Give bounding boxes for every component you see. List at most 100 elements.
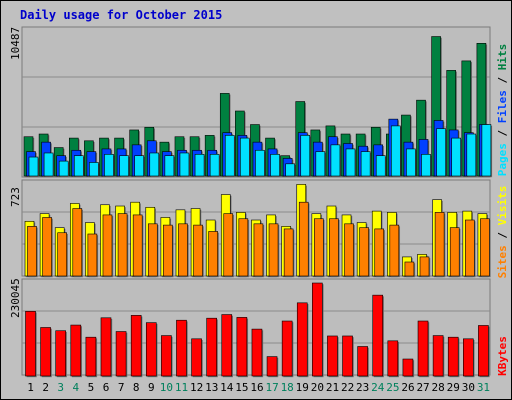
sites-bar	[419, 256, 430, 277]
chart-title: Daily usage for October 2015	[20, 8, 222, 22]
sites-visits-right-labels: Sites / Visits	[496, 186, 509, 279]
sites-bar	[374, 228, 385, 277]
sites-bar	[344, 223, 354, 277]
day-tick-label: 21	[326, 381, 339, 394]
sites-bar	[465, 219, 475, 277]
pages-bar	[240, 137, 250, 177]
pages-bar	[466, 133, 477, 177]
kbytes-bar	[206, 317, 217, 377]
kbytes-bar	[40, 327, 51, 377]
pages-bar	[375, 155, 386, 177]
sites-bar	[329, 218, 339, 277]
day-tick-label: 3	[57, 381, 64, 394]
pages-bar	[330, 144, 341, 177]
day-tick-label: 30	[462, 381, 475, 394]
pages-bar	[104, 154, 114, 177]
day-tick-label: 4	[73, 381, 80, 394]
kbytes-bar	[85, 336, 97, 377]
sites-bar	[102, 214, 113, 277]
sites-bar	[163, 224, 173, 277]
day-tick-label: 2	[42, 381, 49, 394]
pages-bar	[149, 152, 160, 177]
files-label: Files	[496, 90, 509, 123]
pages-bar	[164, 155, 175, 177]
hits-label: Hits	[496, 44, 509, 71]
day-labels: 1 2 3 4 5 6 7 8 9 10 11 12 13 14 15 16 17 18 19 20 21 22 23 24 2…	[27, 381, 490, 394]
day-tick-label: 20	[311, 381, 324, 394]
sites-bar	[42, 217, 52, 277]
kbytes-bar	[281, 320, 293, 377]
kbytes-bar	[447, 336, 459, 377]
pages-bar	[270, 154, 280, 177]
kbytes-bar	[296, 302, 308, 377]
pages-bar	[224, 135, 235, 177]
kbytes-bar	[463, 338, 474, 377]
sites-bar	[449, 227, 460, 277]
pages-bar	[315, 151, 326, 177]
day-tick-label: 12	[190, 381, 203, 394]
svg-text:Pages / Files / Hits: Pages / Files / Hits	[496, 44, 509, 177]
pages-label: Pages	[496, 143, 509, 176]
sites-bar	[238, 218, 249, 277]
kbytes-bar	[266, 356, 278, 377]
chart-marks	[22, 36, 493, 378]
pages-bar	[255, 149, 265, 177]
kbytes-bar	[357, 346, 368, 377]
pages-bar	[391, 125, 401, 177]
pages-bar	[43, 152, 54, 177]
visits-max-label: 723	[9, 187, 22, 207]
day-tick-label: 11	[175, 381, 188, 394]
sites-bar	[404, 261, 415, 277]
pages-bar	[481, 124, 492, 177]
kbytes-bar	[191, 338, 202, 377]
sites-bar	[27, 226, 37, 277]
svg-text:Sites / Visits: Sites / Visits	[496, 186, 509, 279]
day-tick-label: 29	[447, 381, 460, 394]
kbytes-bar	[236, 317, 248, 377]
sites-bar	[389, 224, 400, 277]
pages-bar	[436, 128, 446, 177]
pages-bar	[28, 156, 39, 177]
day-tick-label: 15	[235, 381, 248, 394]
sites-bar	[298, 201, 309, 277]
sites-bar	[178, 223, 188, 277]
sites-bar	[480, 218, 490, 277]
day-tick-label: 27	[416, 381, 429, 394]
day-tick-label: 9	[148, 381, 155, 394]
sites-bar	[283, 228, 294, 277]
sites-bar	[208, 231, 218, 277]
pages-bar	[421, 154, 431, 177]
kbytes-bar	[478, 325, 489, 377]
pages-bar	[119, 155, 129, 177]
day-tick-label: 6	[103, 381, 110, 394]
kbytes-bar	[55, 330, 66, 377]
pages-bar	[58, 160, 69, 177]
hits-files-pages-right-labels: Pages / Files / Hits	[496, 44, 509, 177]
pages-bar	[285, 163, 295, 177]
pages-bar	[300, 135, 311, 177]
pages-bar	[451, 137, 462, 177]
sites-bar	[72, 208, 83, 277]
kbytes-max-label: 230045	[9, 278, 22, 318]
day-tick-label: 31	[477, 381, 490, 394]
sites-bar	[253, 223, 264, 277]
day-tick-label: 13	[205, 381, 218, 394]
kbytes-bar	[342, 335, 353, 377]
day-tick-label: 8	[133, 381, 140, 394]
kbytes-bar	[417, 320, 429, 377]
sites-bar	[314, 218, 324, 277]
sites-bar	[268, 223, 279, 277]
kbytes-bar	[387, 340, 399, 377]
pages-bar	[179, 152, 190, 177]
day-tick-label: 19	[296, 381, 309, 394]
day-tick-label: 25	[386, 381, 399, 394]
pages-bar	[194, 154, 205, 177]
sites-bar	[87, 233, 98, 277]
kbytes-bar	[312, 282, 323, 377]
kbytes-label: KBytes	[496, 336, 509, 376]
sites-bar	[193, 224, 203, 277]
kbytes-bar	[70, 324, 82, 377]
kbytes-bar	[115, 331, 127, 377]
